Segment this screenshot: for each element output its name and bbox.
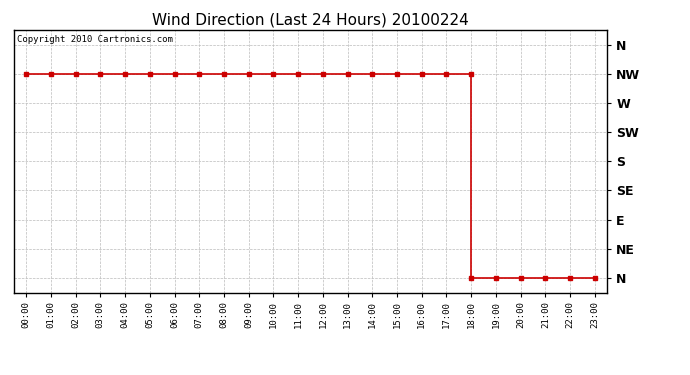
Title: Wind Direction (Last 24 Hours) 20100224: Wind Direction (Last 24 Hours) 20100224 (152, 12, 469, 27)
Text: Copyright 2010 Cartronics.com: Copyright 2010 Cartronics.com (17, 35, 172, 44)
